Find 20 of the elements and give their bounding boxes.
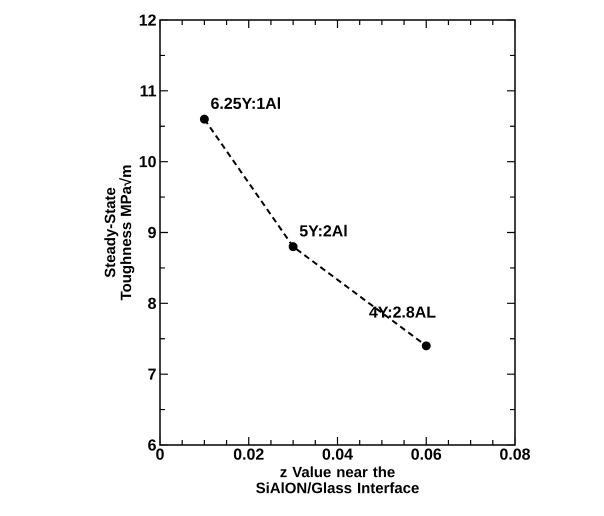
annotation: 4Y:2.8AL bbox=[369, 306, 436, 318]
annotation: 6.25Y:1Al bbox=[211, 97, 280, 110]
x-tick-label: 0.06 bbox=[411, 448, 442, 460]
y-tick-label: 7 bbox=[148, 368, 156, 380]
x-axis-title: z Value near the SiAlON/Glass Interface bbox=[256, 466, 419, 494]
annotation: 5Y:2Al bbox=[300, 224, 347, 237]
y-tick-label: 12 bbox=[140, 14, 156, 26]
y-axis-title: Steady-State Toughness MPa√m bbox=[104, 166, 134, 300]
y-tick-label: 6 bbox=[148, 439, 156, 451]
y-tick-label: 9 bbox=[148, 226, 156, 238]
y-tick-label: 10 bbox=[140, 156, 156, 168]
point bbox=[288, 242, 298, 252]
x-tick-label: 0.04 bbox=[322, 448, 353, 460]
x-tick-label: 0.08 bbox=[500, 448, 530, 460]
y-tick-label: 11 bbox=[140, 85, 156, 96]
y-tick-label: 8 bbox=[148, 298, 156, 309]
x-tick-label: 0 bbox=[156, 448, 164, 460]
point bbox=[200, 114, 209, 124]
x-tick-label: 0.02 bbox=[234, 448, 264, 460]
point bbox=[422, 341, 431, 350]
